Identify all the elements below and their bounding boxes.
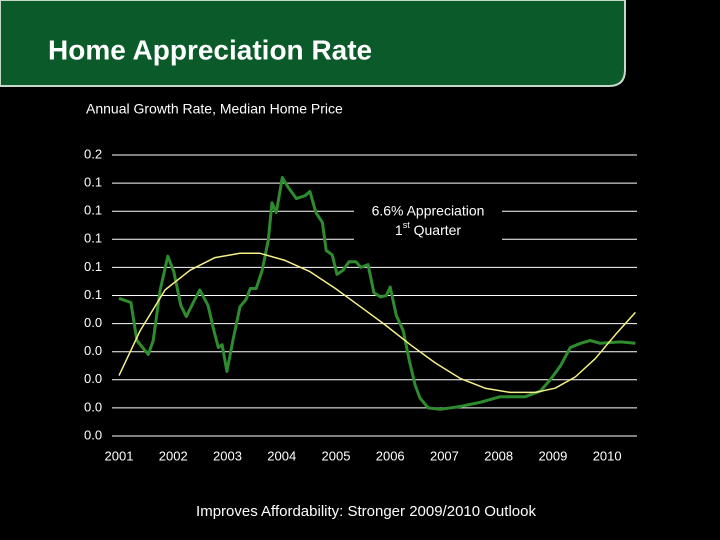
y-tick-label: 0.0 [84,315,102,330]
annotation-box [354,198,502,242]
x-tick-label: 2008 [484,448,513,463]
slide-title: Home Appreciation Rate [48,34,372,65]
x-tick-label: 2001 [105,448,134,463]
y-tick-label: 0.0 [84,399,102,414]
x-tick-label: 2002 [159,448,188,463]
series-line [118,176,636,411]
chart-subtitle: Annual Growth Rate, Median Home Price [86,101,343,117]
y-tick-label: 0.2 [84,146,102,161]
x-tick-label: 2010 [593,448,622,463]
x-tick-label: 2004 [267,448,296,463]
footer-text: Improves Affordability: Stronger 2009/20… [196,503,536,520]
y-tick-label: 0.1 [84,175,102,190]
x-tick-label: 2003 [213,448,242,463]
annotation-part: Quarter [410,222,462,238]
x-tick-label: 2005 [322,448,351,463]
y-tick-label: 0.1 [84,203,102,218]
annotation-part: 1 [395,222,403,238]
title-banner [0,0,626,87]
annotation-superscript: st [403,220,411,230]
y-tick-label: 0.1 [84,259,102,274]
annotation-line: 6.6% Appreciation [372,203,485,219]
series-line [118,252,636,394]
y-tick-label: 0.0 [84,427,102,442]
y-tick-label: 0.1 [84,287,102,302]
y-tick-label: 0.0 [84,343,102,358]
annotation-line: 1st Quarter [395,220,462,237]
y-tick-label: 0.1 [84,231,102,246]
x-tick-label: 2006 [376,448,405,463]
y-tick-label: 0.0 [84,371,102,386]
x-tick-label: 2007 [430,448,459,463]
x-tick-label: 2009 [538,448,567,463]
